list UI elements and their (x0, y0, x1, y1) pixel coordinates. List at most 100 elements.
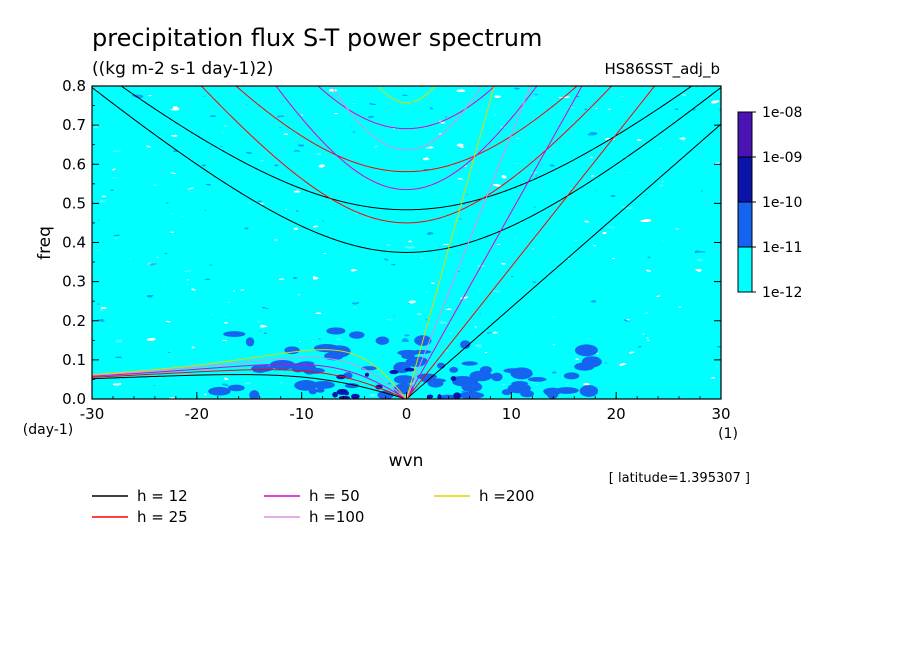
power-patch (308, 388, 317, 395)
legend-label: h = 12 (137, 487, 188, 505)
power-patch (491, 372, 503, 382)
power-patch (313, 344, 340, 353)
power-patch-strong (450, 376, 457, 381)
power-patch (393, 375, 415, 385)
power-patch (507, 383, 532, 394)
power-patch (469, 370, 493, 382)
power-patch (513, 370, 533, 378)
legend-label: h =100 (309, 508, 364, 526)
rossby-wave-curve (92, 349, 407, 399)
y-tick-label: 0.6 (62, 155, 86, 173)
y-tick-label: 0.8 (62, 77, 86, 95)
y-tick-label: 0.5 (62, 194, 86, 212)
x-tick-label: 30 (711, 405, 730, 423)
chart-units: ((kg m-2 s-1 day-1)2) (92, 59, 273, 79)
power-patch-strong (336, 388, 349, 395)
power-patch (251, 364, 274, 373)
power-patch (554, 387, 579, 394)
power-patch (461, 361, 478, 366)
power-patch (501, 389, 512, 396)
power-patch (377, 390, 394, 399)
gravity-wave-curve-n1 (275, 86, 538, 191)
rossby-wave-curve (92, 369, 407, 399)
x-tick-label: 0 (402, 405, 412, 423)
power-patch-strong (351, 393, 360, 399)
power-patch (245, 337, 255, 347)
power-patch-strong (404, 367, 415, 372)
power-patch (527, 377, 547, 382)
gravity-wave-curve-n1 (377, 86, 436, 104)
legend-label: h = 25 (137, 508, 188, 526)
power-patch (546, 387, 559, 399)
power-patch-strong (332, 391, 338, 398)
power-patch (345, 383, 359, 389)
power-patch-strong (389, 370, 399, 375)
colorbar: 1e-08 1e-09 1e-10 1e-11 1e-12 (737, 105, 802, 301)
y-tick-label: 0.1 (62, 351, 86, 369)
legend-label: h = 50 (309, 487, 360, 505)
power-patch (294, 380, 318, 391)
x-tick-label: -30 (80, 405, 105, 423)
kelvin-wave-curve (406, 86, 656, 399)
power-patch (349, 331, 365, 339)
power-patch-strong (338, 395, 351, 399)
power-patch (326, 327, 346, 335)
legend: h = 12 h = 25 h = 50 h =100 h =200 (92, 487, 534, 526)
colorbar-label: 1e-08 (762, 105, 802, 121)
rossby-wave-curve (92, 363, 407, 399)
power-patch-strong (437, 394, 442, 399)
power-patch (461, 381, 483, 393)
spectrum-field (92, 86, 721, 399)
x-tick-label: -10 (289, 405, 314, 423)
kelvin-wave-curve (406, 123, 721, 399)
rossby-wave-curve (92, 357, 407, 399)
gravity-wave-curve-n2 (235, 86, 578, 173)
kelvin-wave-curve (406, 86, 532, 399)
gravity-wave-curve-n1 (92, 86, 721, 253)
gravity-wave-curve-n1 (330, 86, 483, 151)
x-tick-label: 20 (607, 405, 626, 423)
x-tick-label: -20 (185, 405, 210, 423)
y-tick-label: 0.4 (62, 234, 86, 252)
power-patch (375, 336, 390, 345)
run-label: HS86SST_adj_b (605, 60, 721, 79)
power-patch (249, 390, 260, 399)
power-patch (223, 331, 246, 337)
colorbar-segment (737, 201, 753, 248)
colorbar-label: 1e-09 (762, 150, 802, 166)
gravity-wave-curve-n1 (200, 86, 613, 224)
plot-area (91, 85, 722, 400)
power-patch (574, 362, 595, 371)
power-patch-strong (426, 394, 434, 399)
colorbar-segment (737, 111, 753, 158)
x-unit: (1) (718, 426, 738, 442)
y-unit: (day-1) (23, 422, 73, 438)
legend-label: h =200 (479, 487, 534, 505)
power-patch (563, 372, 580, 380)
power-patch (312, 380, 335, 389)
kelvin-wave-curve (406, 86, 495, 399)
power-patch-strong (453, 392, 461, 399)
power-patch (416, 373, 437, 380)
power-patch (227, 384, 245, 392)
y-tick-label: 0.7 (62, 116, 86, 134)
colorbar-segment (737, 246, 753, 293)
high-power-region (208, 327, 602, 399)
kelvin-wave-curve (406, 86, 583, 399)
power-patch (316, 387, 325, 393)
colorbar-label: 1e-10 (762, 195, 802, 211)
colorbar-label: 1e-11 (762, 240, 802, 256)
power-patch (427, 378, 444, 388)
power-patch (579, 385, 599, 397)
power-patch (410, 349, 432, 355)
power-patch (405, 357, 426, 367)
x-axis-label: wvn (389, 451, 424, 471)
rossby-wave-curve (92, 374, 407, 399)
power-patch (460, 340, 471, 349)
gravity-wave-curve-n2 (317, 86, 496, 130)
power-patch (401, 353, 415, 360)
x-tick-label: 10 (502, 405, 521, 423)
power-patch (449, 366, 459, 373)
y-tick-label: 0.0 (62, 390, 86, 408)
